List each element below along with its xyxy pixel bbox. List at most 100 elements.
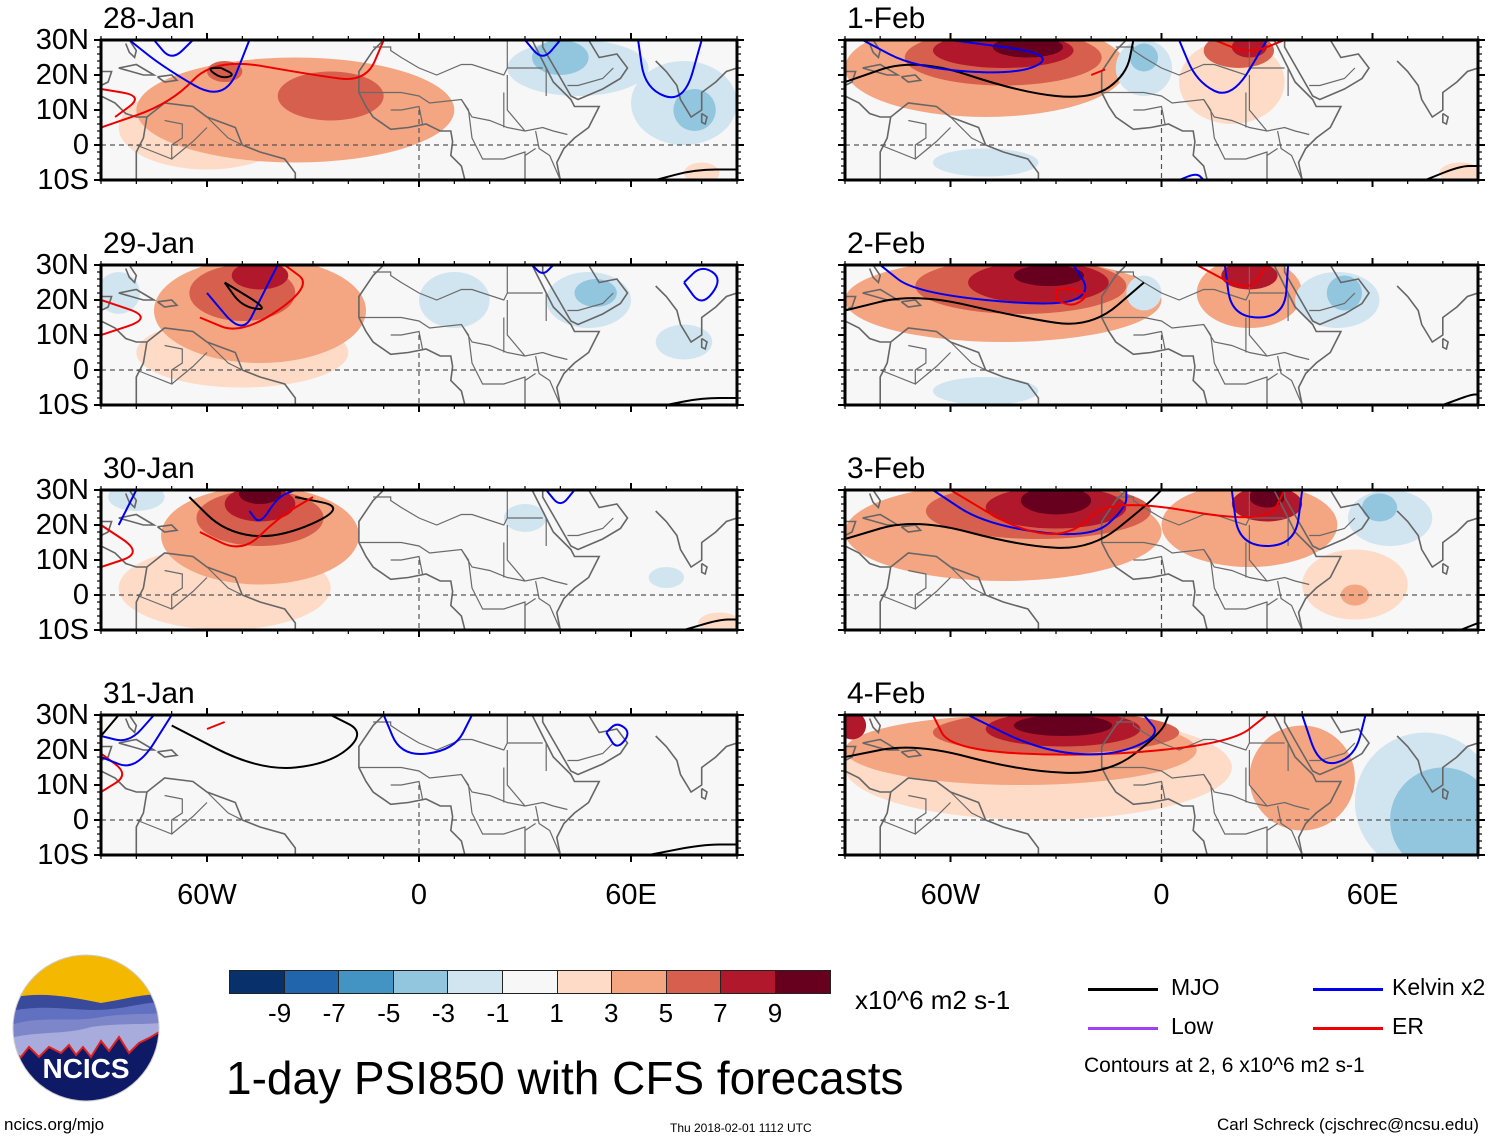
panel-date-label: 2-Feb [847, 227, 926, 260]
panel-date-label: 4-Feb [847, 677, 926, 710]
coastline [700, 337, 708, 351]
contour-note: Contours at 2, 6 x10^6 m2 s-1 [1084, 1054, 1365, 1077]
country-border [1309, 67, 1356, 87]
country-border [535, 130, 561, 180]
country-border [1277, 805, 1303, 855]
country-border [914, 802, 951, 835]
colorbar-tick-label: 7 [713, 998, 728, 1028]
country-border [1133, 330, 1166, 350]
colorbar-units: x10^6 m2 s-1 [855, 985, 1011, 1015]
country-border [1115, 265, 1250, 301]
contour-kelvin-x2 [879, 265, 1087, 305]
contour-kelvin-x2 [248, 490, 296, 522]
country-border [373, 40, 508, 76]
colorbar-swatch [556, 970, 613, 994]
country-border [171, 802, 208, 835]
lat-tick-label: 10N [35, 544, 89, 576]
lat-tick-label: 30N [35, 24, 89, 56]
country-border [171, 352, 208, 385]
country-border [950, 341, 986, 371]
country-border [1203, 549, 1268, 630]
anomaly-region [915, 823, 1021, 855]
contour-er [1090, 68, 1106, 76]
panel-date-label: 1-Feb [847, 2, 926, 35]
lat-tick-label: 0 [72, 129, 89, 161]
country-border [358, 316, 568, 361]
ncics-logo[interactable]: NCICS [11, 953, 161, 1103]
coastline [1273, 265, 1343, 405]
contour-kelvin-x2 [1223, 265, 1290, 319]
coastline [845, 545, 891, 568]
coastline [118, 288, 157, 301]
website-link[interactable]: ncics.org/mjo [4, 1115, 105, 1134]
coastline [1396, 490, 1478, 569]
coastline [700, 112, 708, 126]
country-border [914, 127, 951, 160]
map-plot [94, 33, 744, 187]
country-border [567, 742, 614, 762]
coastline [541, 265, 629, 326]
country-border [506, 750, 526, 807]
contour-kelvin-x2 [637, 40, 703, 99]
anomaly-region [238, 490, 282, 504]
country-border [1133, 780, 1166, 800]
legend-line-mjo [1088, 988, 1158, 991]
lat-tick-label: 0 [72, 804, 89, 836]
coastline [655, 265, 737, 344]
coastline [157, 299, 179, 308]
country-border [1133, 105, 1166, 125]
contour-kelvin-x2 [101, 715, 173, 767]
contour-er [206, 721, 226, 730]
country-border [373, 490, 508, 526]
contour-mjo [845, 715, 1170, 774]
lat-tick-label: 20N [35, 284, 89, 316]
map-plot [838, 33, 1485, 187]
country-border [206, 116, 243, 146]
anomaly-region [101, 272, 140, 314]
anomaly-region [655, 324, 713, 360]
coastline [118, 513, 157, 526]
lat-tick-label: 10S [37, 614, 89, 646]
anomaly-region [1126, 823, 1232, 855]
contour-kelvin-x2 [1230, 490, 1304, 548]
country-border [206, 791, 243, 821]
country-border [879, 344, 927, 385]
country-border [206, 341, 243, 371]
country-border [914, 352, 951, 385]
country-border [545, 292, 554, 321]
anomaly-region [1013, 715, 1113, 736]
map-plot [838, 708, 1485, 862]
lat-tick-label: 20N [35, 59, 89, 91]
country-border [950, 566, 986, 596]
coastline [655, 715, 737, 794]
map-plot [94, 258, 744, 412]
coastline [868, 490, 882, 510]
country-border [1101, 316, 1310, 361]
contour-er [199, 265, 304, 330]
anomaly-region [419, 75, 702, 180]
coastline [101, 295, 113, 312]
anomaly-region [1249, 725, 1355, 831]
colorbar-tick-label: 5 [658, 998, 674, 1028]
anomaly-region [436, 497, 720, 623]
coastline [862, 288, 901, 301]
colorbar-swatch [775, 970, 832, 994]
country-border [136, 794, 183, 835]
country-border [1309, 742, 1356, 762]
coastline [1396, 715, 1478, 794]
country-border [1309, 517, 1356, 537]
country-border [506, 300, 526, 357]
lon-tick-label: 0 [1153, 879, 1170, 911]
lat-tick-label: 10S [37, 164, 89, 196]
coastline [358, 40, 466, 180]
coastline [101, 95, 147, 118]
coastline [700, 562, 708, 576]
colorbar-swatch [502, 970, 559, 994]
contour-er [949, 490, 1286, 535]
coastline [1396, 40, 1478, 119]
anomaly-region [574, 279, 617, 307]
legend-line-kelvin [1313, 988, 1383, 991]
anomaly-region [1013, 265, 1085, 286]
contour-er [932, 715, 1268, 756]
country-border [358, 766, 568, 811]
